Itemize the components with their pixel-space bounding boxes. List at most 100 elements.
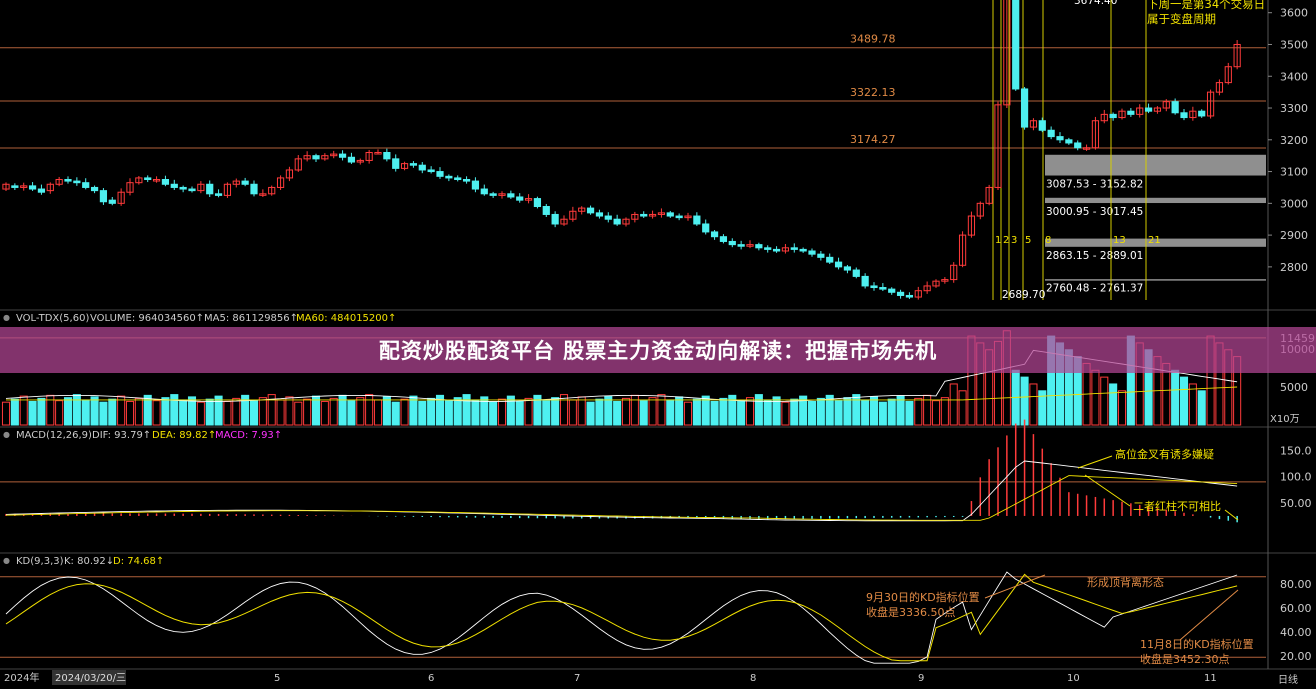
macd-value-label: MACD: 7.93↑ [215,430,282,441]
volume-bar [232,397,241,426]
vol-ma60-line [6,386,1238,401]
volume-bar [99,401,108,426]
volume-bar [409,395,418,426]
candle-body [303,155,311,160]
candle-body [206,183,214,195]
candle-body [117,191,125,204]
volume-bar [745,397,755,426]
volume-bar [949,383,958,426]
volume-bar [790,398,799,426]
volume-bar [1038,390,1047,426]
volume-bar [382,396,391,426]
volume-bar [480,396,489,426]
candle-body [852,269,860,277]
volume-bar [1091,369,1100,426]
candle-body [985,186,993,204]
kd-annotation-arrow [1179,589,1239,641]
xaxis-month-label: 7 [574,673,580,684]
volume-bar [462,394,471,426]
candle-body [374,152,382,155]
volume-bar [595,398,604,426]
volume-bar [1171,369,1180,426]
volume-bar [887,398,896,426]
candle-body [20,185,28,188]
volume-bar [861,399,870,426]
candle-body [223,183,232,196]
candle-body [702,223,710,233]
candle-body [870,285,878,289]
cycle-label: 3 [1011,235,1017,246]
volume-bar [506,395,515,426]
candle-body [462,179,471,182]
macd-indicator-label: MACD(12,26,9) [16,430,92,441]
candle-body [161,179,170,185]
candle-body [276,177,285,188]
candle-body [976,202,984,217]
candle-body [888,288,896,293]
candle-body [1065,139,1073,144]
candle-body [790,247,798,250]
volume-bar [223,400,232,426]
volume-bar [497,398,507,426]
volume-bar [285,396,294,426]
volume-bar [72,394,81,426]
xaxis-period-label: 日线 [1278,673,1298,686]
support-zone-label: 2760.48 - 2761.37 [1046,282,1143,294]
volume-bar [843,397,852,426]
candle-body [259,193,267,196]
cycle-label: 1 [995,235,1001,246]
volume-bar [276,399,285,426]
candle-body [905,294,914,298]
volume-bar [356,397,365,426]
candle-body [11,185,19,188]
candle-body [46,183,54,192]
candle-body [1047,129,1055,138]
volume-bar [489,401,498,426]
volume-bar [559,394,569,426]
volume-bar [710,400,719,426]
volume-bar [621,397,631,426]
volume-bar [834,400,843,426]
candle-body [1029,120,1038,128]
cycle-label: 5 [1025,235,1031,246]
kd-tick-label: 60.00 [1280,602,1312,615]
candle-body [1038,120,1046,131]
candle-body [409,163,418,166]
candle-body [338,153,347,158]
candle-body [595,212,604,217]
candle-body [108,199,116,204]
volume-bar [586,401,595,426]
volume-bar [1197,390,1206,426]
volume-bar [400,398,409,426]
volume-bar [249,400,259,426]
macd-annotation-arrow [1224,509,1239,521]
candle-body [294,158,302,171]
candle-body [64,179,72,182]
price-tick-label: 3500 [1280,38,1308,51]
support-zone-label: 3000.95 - 3017.45 [1046,206,1143,218]
candle-body [214,193,223,196]
candle-body [861,275,869,287]
title-banner: 配资炒股配资平台 股票主力资金动向解读：把握市场先机 [0,327,1316,373]
candle-body [427,169,435,173]
candle-body [1091,120,1100,149]
candle-body [781,247,790,252]
xaxis-month-label: 11 [1204,673,1217,684]
candle-body [693,215,701,225]
candle-body [994,104,1002,188]
candle-body [808,250,816,255]
candle-body [657,212,666,215]
macd-tick-label: 50.00 [1280,497,1312,510]
volume-bar [19,395,28,426]
support-zone-label: 2863.15 - 2889.01 [1046,250,1143,262]
price-tick-label: 3200 [1280,134,1308,147]
price-tick-label: 3600 [1280,7,1308,20]
xaxis-month-label: 5 [274,673,280,684]
volume-bar [675,396,684,426]
candle-body [923,285,931,292]
volume-bar [799,395,808,426]
vol-ma5-label: MA5: 861129856↑ [204,313,298,324]
candle-body [755,244,763,249]
candle-body [604,215,612,220]
candle-body [179,186,187,190]
